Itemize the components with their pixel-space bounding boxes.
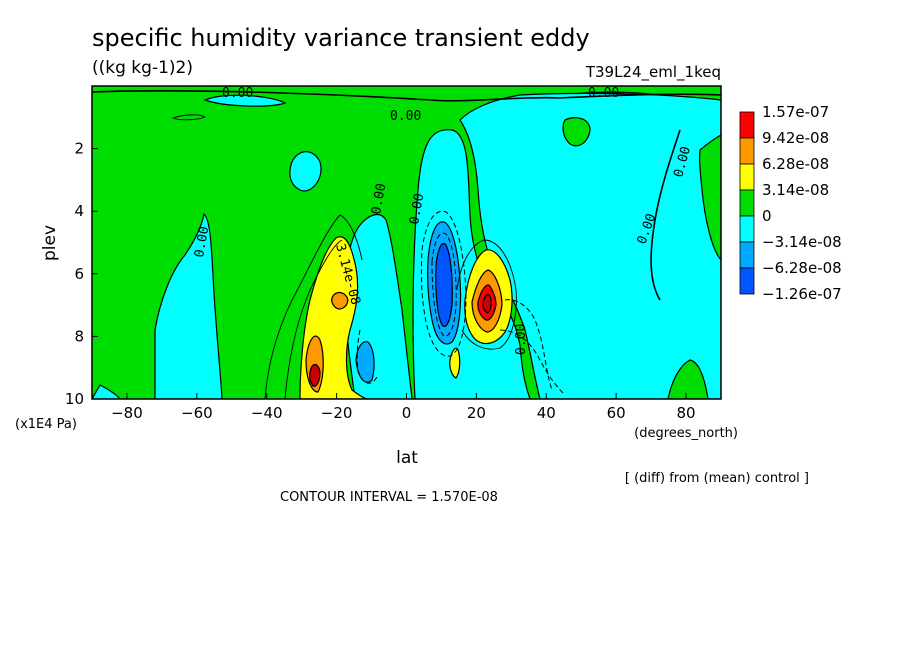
colorbar-swatch — [739, 267, 755, 295]
contour-label: 0.00 — [369, 182, 389, 215]
experiment-label: T39L24_eml_1keq — [585, 63, 721, 82]
y-tick-label: 10 — [65, 390, 84, 408]
colorbar-swatch — [739, 189, 755, 217]
colorbar-swatch — [739, 111, 755, 139]
colorbar-label: 1.57e-07 — [762, 103, 829, 121]
region-neg-right-large — [459, 92, 721, 399]
contour-label: 0.00 — [588, 86, 619, 101]
contour-label: 0.00 — [514, 324, 529, 355]
y-tick-label: 4 — [74, 202, 84, 220]
island-mid-right — [562, 117, 591, 147]
contour-neg-b — [431, 232, 457, 337]
contour-neg-d — [499, 329, 566, 396]
contour-label: 0.00 — [192, 225, 212, 258]
positive-regions — [299, 236, 513, 399]
positive-islands — [562, 117, 721, 399]
region-pos-left-red — [309, 363, 321, 387]
zero-contours — [92, 90, 721, 301]
contour-pos-b — [284, 239, 343, 399]
negative-contours — [356, 210, 566, 396]
y-tick-label: 2 — [74, 140, 84, 158]
colorbar-label: 9.42e-08 — [762, 129, 829, 147]
colorbar-label: −6.28e-08 — [762, 259, 842, 277]
region-neg-left-column — [154, 212, 223, 399]
x-tick-label: −40 — [251, 404, 283, 422]
colorbar-swatch — [739, 163, 755, 191]
colorbar-swatch — [739, 241, 755, 269]
contour-label: 0.00 — [407, 192, 427, 225]
contour-interval: CONTOUR INTERVAL = 1.570E-08 — [280, 490, 498, 505]
colorbar-label: −3.14e-08 — [762, 233, 842, 251]
y-axis-label: plev — [40, 225, 60, 261]
contour-pos-c — [456, 239, 517, 350]
x-axis-label: lat — [396, 448, 418, 468]
contour-label: 0.00 — [222, 86, 253, 101]
y-tick-label: 8 — [74, 327, 84, 345]
colorbar-label: 6.28e-08 — [762, 155, 829, 173]
x-axis-units: (degrees_north) — [634, 426, 738, 441]
colorbar-label: 3.14e-08 — [762, 181, 829, 199]
colorbar: 1.57e-07 9.42e-08 6.28e-08 3.14e-08 0 −3.14e-… — [739, 103, 842, 303]
region-pos-right-core — [482, 294, 492, 314]
contour-pos-d — [171, 114, 206, 121]
colorbar-swatch — [739, 137, 755, 165]
region-neg-upper-left — [289, 151, 322, 192]
region-neg-blue-central-inner — [435, 243, 453, 327]
contour-pos-a — [264, 214, 363, 399]
footnote: [ (diff) from (mean) control ] — [625, 471, 809, 486]
contour-label: 0.00 — [390, 109, 421, 124]
contour-neg-e — [356, 329, 379, 384]
colorbar-label: −1.26e-07 — [762, 285, 842, 303]
contour-neg-a — [420, 210, 467, 357]
x-tick-label: −60 — [181, 404, 213, 422]
region-pos-small-yellow — [449, 347, 461, 379]
island-right-lower — [667, 359, 709, 399]
y-tick-label: 6 — [74, 265, 84, 283]
x-axis: −80 −60 −40 −20 0 20 40 60 80 — [111, 393, 696, 422]
chart-units: ((kg kg-1)2) — [92, 58, 193, 78]
colorbar-swatch — [739, 215, 755, 243]
region-pos-left-orange-top — [331, 291, 349, 310]
region-neg-top-left — [203, 94, 287, 107]
island-right-edge — [699, 134, 721, 261]
contour-zero-top — [92, 90, 721, 102]
x-tick-label: 60 — [607, 404, 626, 422]
x-tick-label: 40 — [537, 404, 556, 422]
y-axis-units: (x1E4 Pa) — [15, 417, 77, 432]
x-tick-label: 20 — [467, 404, 486, 422]
colorbar-label: 0 — [762, 207, 772, 225]
plot-area — [92, 86, 721, 399]
strong-negative-regions — [355, 221, 462, 383]
x-tick-label: −80 — [111, 404, 143, 422]
y-axis: 2 4 6 8 10 — [65, 140, 98, 408]
x-tick-label: −20 — [321, 404, 353, 422]
x-tick-label: 0 — [402, 404, 412, 422]
contour-zero-right — [650, 129, 681, 301]
positive-contours — [171, 114, 517, 399]
x-tick-label: 80 — [677, 404, 696, 422]
chart-title: specific humidity variance transient edd… — [92, 24, 590, 52]
